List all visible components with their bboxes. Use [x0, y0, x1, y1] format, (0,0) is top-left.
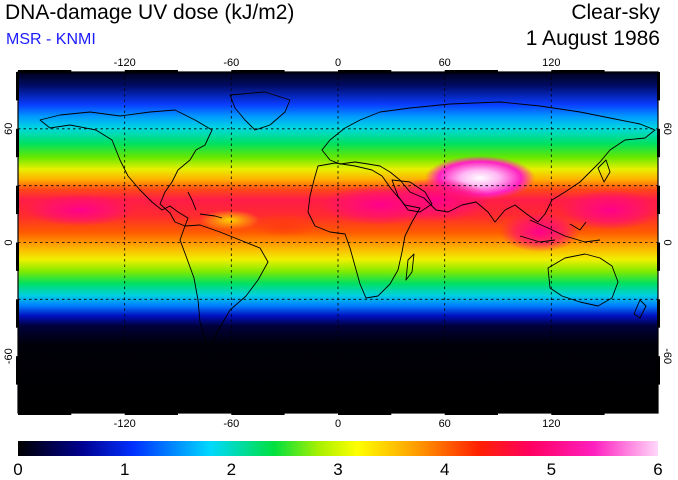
colorbar-tick: 6	[653, 460, 662, 479]
lat-tick-left: 60	[3, 123, 15, 135]
lon-tick-top: -60	[223, 57, 239, 69]
coastline-antarctica	[18, 379, 658, 391]
colorbar-tick: 3	[333, 460, 342, 479]
map-title: DNA-damage UV dose (kJ/m2)	[5, 1, 295, 24]
lon-tick-bottom: 60	[439, 418, 451, 430]
colorbar-tick: 4	[440, 460, 449, 479]
coastline-arabia	[391, 179, 433, 213]
colorbar-tick: 2	[227, 460, 236, 479]
coastline-south-america	[179, 224, 269, 357]
coastline-florida-caribbean	[187, 191, 223, 219]
lat-tick-right: 60	[661, 123, 673, 135]
lat-tick-right: 0	[661, 239, 673, 245]
graticule	[18, 72, 658, 413]
coastline-north-america	[39, 109, 213, 227]
colorbar: 0 1 2 3 4 5 6	[13, 441, 663, 479]
lat-ticks-right: 60 0 -60	[661, 123, 673, 364]
colorbar-tick: 5	[547, 460, 556, 479]
lat-tick-left: 0	[3, 239, 15, 245]
colorbar-tick: 0	[13, 460, 22, 479]
lon-tick-bottom: 120	[542, 418, 560, 430]
lon-tick-top: -120	[114, 57, 136, 69]
date-label: 1 August 1986	[525, 27, 660, 50]
lat-tick-left: -60	[3, 348, 15, 364]
credit-label: MSR - KNMI	[6, 31, 96, 48]
coastline-new-zealand	[633, 299, 647, 319]
lon-tick-top: 120	[542, 57, 560, 69]
lon-ticks-top: -120 -60 0 60 120	[114, 57, 561, 69]
coastline-australia	[547, 253, 619, 307]
coastline-europe-asia	[321, 101, 656, 223]
lon-tick-bottom: -120	[114, 418, 136, 430]
coastlines	[18, 91, 658, 391]
lon-tick-bottom: 0	[335, 418, 341, 430]
sky-condition-label: Clear-sky	[571, 1, 660, 24]
lon-tick-top: 0	[335, 57, 341, 69]
coastline-japan	[597, 159, 611, 183]
coastline-greenland	[229, 91, 291, 131]
coastline-africa	[307, 162, 421, 299]
colorbar-gradient	[18, 441, 658, 456]
map-frame	[16, 70, 660, 415]
lat-tick-right: -60	[661, 348, 673, 364]
lat-ticks-left: 60 0 -60	[3, 123, 15, 364]
lon-tick-top: 60	[439, 57, 451, 69]
lon-ticks-bottom: -120 -60 0 60 120	[114, 418, 561, 430]
coastline-madagascar	[405, 253, 415, 281]
colorbar-tick: 1	[120, 460, 129, 479]
lon-tick-bottom: -60	[223, 418, 239, 430]
coastline-southeast-asia	[519, 219, 601, 243]
